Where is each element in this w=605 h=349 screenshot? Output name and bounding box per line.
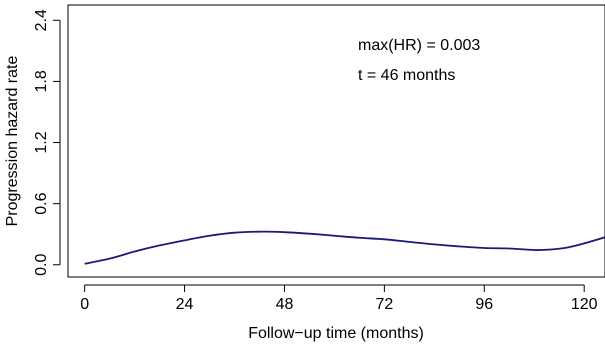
x-tick-label: 72 — [375, 296, 393, 313]
x-axis: 0 24 48 72 96 120 — [80, 284, 598, 313]
x-tick-label: 96 — [475, 296, 493, 313]
y-tick-label: 0.6 — [33, 192, 50, 214]
hazard-curve — [84, 230, 605, 265]
annotation-max-hr: max(HR) = 0.003 — [358, 37, 480, 54]
y-axis-label: Progression hazard rate — [4, 56, 21, 227]
x-axis-label: Follow−up time (months) — [248, 325, 424, 342]
y-tick-label: 2.4 — [33, 9, 50, 31]
x-tick-label: 48 — [276, 296, 294, 313]
x-tick-label: 0 — [80, 296, 89, 313]
annotation-time: t = 46 months — [358, 67, 455, 84]
x-tick-label: 120 — [571, 296, 598, 313]
plot-frame — [67, 4, 605, 278]
y-tick-label: 1.2 — [33, 131, 50, 153]
y-axis: 0.0 0.6 1.2 1.8 2.4 — [33, 9, 61, 276]
y-tick-label: 1.8 — [33, 70, 50, 92]
x-tick-label: 24 — [176, 296, 194, 313]
y-tick-label: 0.0 — [33, 254, 50, 276]
